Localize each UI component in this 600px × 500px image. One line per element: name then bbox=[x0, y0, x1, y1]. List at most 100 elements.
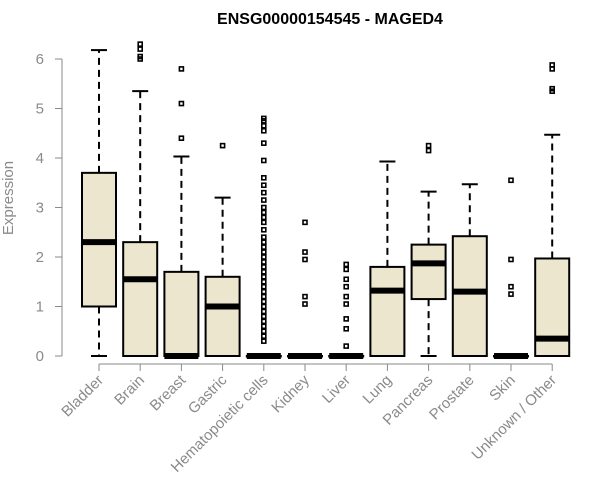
outlier-point bbox=[302, 301, 308, 307]
outlier-point bbox=[260, 278, 267, 285]
box-brain bbox=[122, 41, 159, 357]
outlier-point bbox=[260, 249, 267, 255]
outlier-point bbox=[260, 288, 267, 295]
box-series bbox=[81, 41, 571, 359]
outlier-point bbox=[260, 323, 267, 330]
box-unknown-other bbox=[534, 62, 571, 357]
y-tick-label: 5 bbox=[36, 101, 44, 118]
y-tick-label: 4 bbox=[36, 150, 44, 167]
box-hematopoietic-cells bbox=[245, 115, 282, 359]
outlier-point bbox=[260, 293, 267, 300]
outlier-point bbox=[260, 209, 267, 216]
iqr-box bbox=[451, 235, 488, 358]
outlier-point bbox=[343, 293, 350, 300]
outlier-point bbox=[343, 316, 350, 322]
x-tick-label: Skin bbox=[486, 372, 519, 405]
x-tick-label: Lung bbox=[360, 372, 396, 408]
outlier-point bbox=[260, 234, 267, 240]
box-lung bbox=[369, 160, 406, 357]
outlier-point bbox=[219, 142, 226, 149]
outlier-point bbox=[343, 276, 350, 283]
outlier-point bbox=[425, 142, 432, 149]
iqr-box bbox=[410, 243, 447, 301]
outlier-point bbox=[260, 204, 267, 211]
x-tick-label: Prostate bbox=[426, 372, 478, 424]
outlier-point bbox=[508, 256, 514, 263]
box-prostate bbox=[451, 183, 488, 358]
box-pancreas bbox=[410, 142, 447, 357]
outlier-point bbox=[260, 140, 267, 146]
y-axis: 0 1 2 3 4 5 6 bbox=[36, 51, 63, 365]
outlier-point bbox=[260, 189, 267, 196]
outlier-point bbox=[260, 239, 267, 245]
outlier-point bbox=[549, 85, 556, 92]
outlier-point bbox=[260, 264, 267, 270]
y-tick-label: 2 bbox=[36, 249, 44, 266]
outlier-point bbox=[302, 219, 308, 226]
outlier-point bbox=[260, 298, 267, 305]
outlier-point bbox=[260, 313, 267, 320]
outlier-point bbox=[260, 269, 267, 275]
outlier-point bbox=[260, 226, 267, 233]
iqr-box bbox=[122, 241, 159, 357]
chart-title: ENSG00000154545 - MAGED4 bbox=[217, 11, 443, 28]
y-tick-label: 6 bbox=[36, 51, 44, 68]
x-tick-label: Brain bbox=[111, 372, 148, 409]
outlier-point bbox=[343, 283, 350, 290]
outlier-point bbox=[508, 177, 514, 184]
outlier-point bbox=[260, 303, 267, 310]
iqr-box bbox=[369, 265, 406, 357]
outlier-point bbox=[260, 318, 267, 325]
outlier-point bbox=[302, 256, 308, 263]
outlier-point bbox=[343, 301, 350, 307]
outlier-point bbox=[260, 244, 267, 250]
outlier-point bbox=[178, 66, 185, 72]
outlier-point bbox=[260, 333, 267, 340]
outlier-point bbox=[425, 147, 432, 154]
box-liver bbox=[328, 261, 365, 359]
outlier-point bbox=[260, 157, 267, 164]
outlier-point bbox=[260, 123, 267, 129]
outlier-point bbox=[260, 214, 267, 221]
y-axis-label: Expression bbox=[0, 161, 17, 235]
outlier-point bbox=[260, 175, 267, 181]
outlier-point bbox=[137, 53, 143, 60]
outlier-point bbox=[260, 328, 267, 335]
outlier-point bbox=[260, 115, 267, 122]
box-breast bbox=[163, 66, 200, 359]
outlier-point bbox=[302, 249, 308, 255]
y-tick-label: 0 bbox=[36, 348, 44, 365]
outlier-point bbox=[343, 266, 350, 273]
outlier-point bbox=[260, 219, 267, 226]
x-tick-label: Kidney bbox=[268, 371, 313, 416]
outlier-point bbox=[137, 46, 143, 52]
outlier-point bbox=[549, 62, 556, 68]
x-tick-label: Bladder bbox=[58, 372, 107, 421]
y-tick-label: 1 bbox=[36, 299, 44, 316]
outlier-point bbox=[260, 308, 267, 315]
outlier-point bbox=[260, 338, 267, 344]
iqr-box bbox=[163, 270, 200, 358]
x-tick-label: Liver bbox=[319, 372, 354, 407]
outlier-point bbox=[178, 135, 185, 141]
outlier-point bbox=[260, 127, 267, 134]
outlier-point bbox=[343, 325, 350, 332]
box-kidney bbox=[287, 219, 323, 359]
outlier-point bbox=[508, 283, 514, 290]
outlier-point bbox=[260, 182, 267, 189]
outlier-point bbox=[137, 41, 143, 47]
box-skin bbox=[493, 177, 529, 359]
y-tick-label: 3 bbox=[36, 200, 44, 217]
outlier-point bbox=[178, 100, 185, 107]
iqr-box bbox=[204, 275, 241, 357]
x-tick-label: Breast bbox=[147, 371, 190, 414]
outlier-point bbox=[302, 293, 308, 300]
outlier-point bbox=[260, 283, 267, 290]
outlier-point bbox=[260, 273, 267, 280]
outlier-point bbox=[343, 261, 350, 268]
outlier-point bbox=[260, 254, 267, 260]
outlier-point bbox=[508, 291, 514, 297]
outlier-point bbox=[260, 197, 267, 203]
